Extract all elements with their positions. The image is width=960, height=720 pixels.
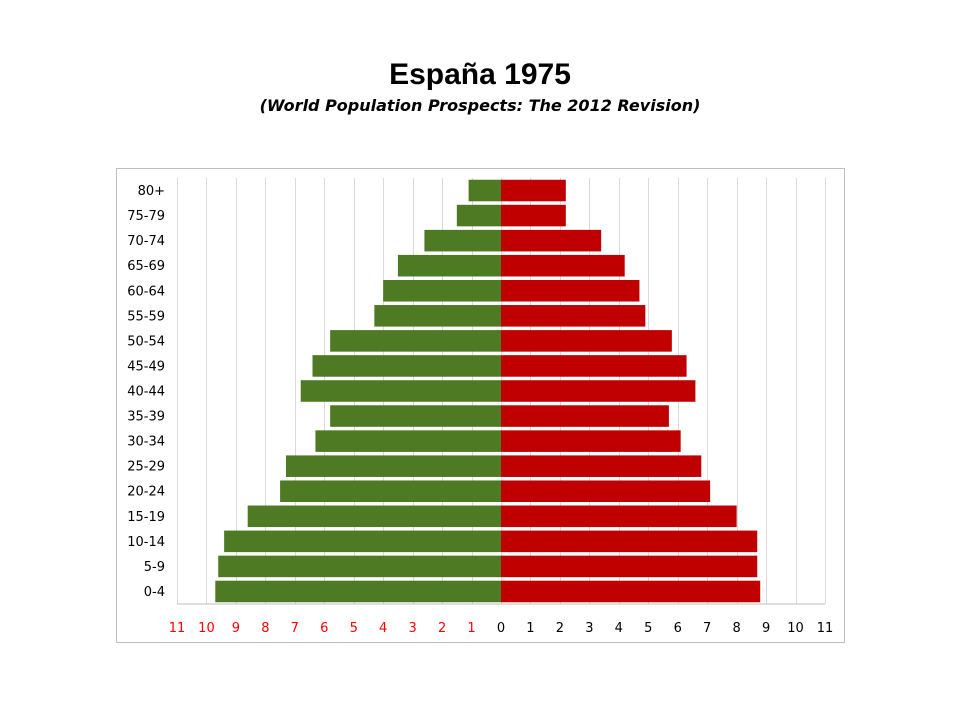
x-tick-label: 1 [467, 621, 475, 636]
category-label: 5-9 [144, 560, 165, 575]
x-tick-label: 10 [787, 621, 804, 636]
category-label: 55-59 [127, 309, 165, 324]
x-tick-label: 5 [644, 621, 652, 636]
bar-left [374, 305, 501, 327]
bar-right [501, 279, 640, 302]
x-tick-label: 8 [732, 621, 740, 636]
x-tick-label: 2 [438, 621, 446, 636]
bar-right [501, 355, 687, 377]
category-label: 10-14 [127, 535, 165, 550]
chart-title: España 1975 [389, 58, 571, 91]
bar-left [468, 179, 501, 202]
bar-right [501, 580, 761, 603]
bar-left [247, 505, 501, 528]
bar-right [501, 204, 566, 227]
x-tick-label: 7 [291, 621, 299, 636]
bar-left [312, 355, 501, 377]
x-tick-label: 10 [198, 621, 215, 636]
bar-left [315, 430, 501, 452]
category-label: 45-49 [127, 359, 165, 374]
bar-left [285, 455, 501, 477]
bar-right [501, 430, 681, 452]
bar-right [501, 254, 625, 277]
chart-subtitle: (World Population Prospects: The 2012 Re… [259, 96, 701, 115]
x-tick-label: 11 [817, 621, 834, 636]
bar-left [218, 555, 501, 578]
bar-right [501, 505, 737, 528]
x-tick-label: 8 [261, 621, 269, 636]
bar-left [397, 254, 501, 277]
bar-right [501, 530, 758, 553]
x-tick-label: 4 [379, 621, 387, 636]
category-label: 30-34 [127, 435, 165, 450]
category-label: 80+ [138, 184, 165, 199]
bar-left [215, 580, 501, 603]
x-tick-label: 7 [703, 621, 711, 636]
x-tick-labels: 11 10 9 8 7 6 5 4 3 2 1 0 1 2 3 4 5 6 7 8 9 10 11 [169, 621, 834, 636]
x-tick-label: 3 [585, 621, 593, 636]
bar-right [501, 229, 602, 252]
x-tick-label: 0 [497, 621, 505, 636]
bar-right [501, 555, 758, 578]
category-label: 70-74 [127, 234, 165, 249]
bars [215, 179, 761, 603]
x-tick-label: 4 [615, 621, 623, 636]
bar-right [501, 455, 702, 477]
bar-left [330, 330, 501, 352]
x-tick-label: 11 [169, 621, 186, 636]
x-tick-label: 9 [762, 621, 770, 636]
bar-right [501, 380, 696, 402]
x-tick-label: 2 [556, 621, 564, 636]
category-label: 15-19 [127, 510, 165, 525]
x-tick-label: 3 [408, 621, 416, 636]
bar-right [501, 305, 646, 327]
x-tick-label: 6 [674, 621, 682, 636]
bar-right [501, 405, 669, 427]
category-label: 50-54 [127, 334, 165, 349]
category-labels: 80+ 75-79 70-74 65-69 60-64 55-59 50-54 45-49 40… [127, 184, 165, 600]
category-label: 60-64 [127, 284, 165, 299]
bar-left [300, 380, 501, 402]
bar-left [456, 204, 501, 227]
bar-right [501, 179, 566, 202]
bar-left [224, 530, 501, 553]
bar-left [424, 229, 501, 252]
bar-left [280, 480, 501, 503]
x-tick-label: 5 [350, 621, 358, 636]
population-pyramid-chart: 80+75-7970-7465-6960-6455-5950-5445-4940… [116, 168, 845, 643]
category-label: 0-4 [144, 585, 165, 600]
category-label: 65-69 [127, 259, 165, 274]
category-label: 20-24 [127, 485, 165, 500]
category-label: 25-29 [127, 460, 165, 475]
x-tick-label: 1 [526, 621, 534, 636]
category-label: 35-39 [127, 410, 165, 425]
category-label: 40-44 [127, 385, 165, 400]
category-label: 75-79 [127, 209, 165, 224]
bar-left [383, 279, 501, 302]
x-tick-label: 6 [320, 621, 328, 636]
bar-left [330, 405, 501, 427]
bar-right [501, 480, 711, 503]
x-tick-label: 9 [232, 621, 240, 636]
bar-right [501, 330, 672, 352]
